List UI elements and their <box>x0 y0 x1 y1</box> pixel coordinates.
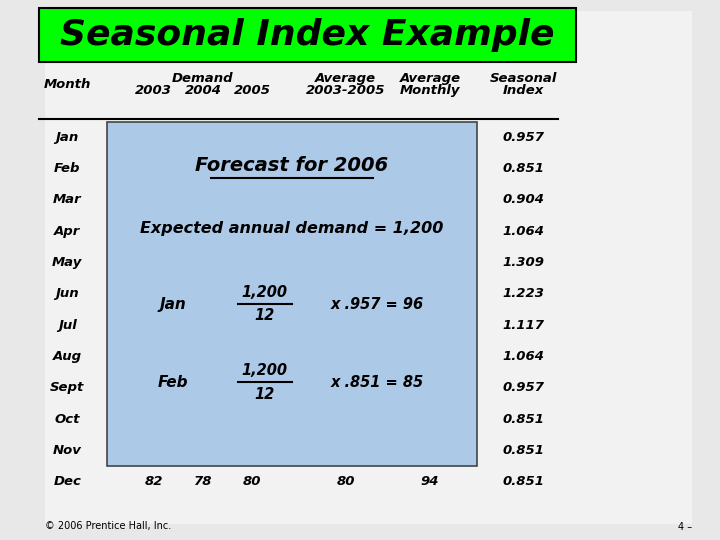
Text: 78: 78 <box>194 475 212 488</box>
Text: 80: 80 <box>336 475 355 488</box>
Text: 2005: 2005 <box>234 84 271 97</box>
Text: Dec: Dec <box>53 475 81 488</box>
Text: 0.904: 0.904 <box>502 193 544 206</box>
Text: 2004: 2004 <box>184 84 222 97</box>
Text: Jun: Jun <box>55 287 79 300</box>
Text: 0.957: 0.957 <box>502 131 544 144</box>
Text: Index: Index <box>503 84 544 97</box>
Bar <box>39 8 576 62</box>
Text: Apr: Apr <box>54 225 81 238</box>
Text: 12: 12 <box>255 387 275 402</box>
Text: 0.851: 0.851 <box>502 475 544 488</box>
Text: 1.064: 1.064 <box>502 350 544 363</box>
Text: Aug: Aug <box>53 350 82 363</box>
Text: Month: Month <box>43 78 91 91</box>
Text: 1.117: 1.117 <box>502 319 544 332</box>
Text: © 2006 Prentice Hall, Inc.: © 2006 Prentice Hall, Inc. <box>45 522 171 531</box>
Text: Seasonal Index Example: Seasonal Index Example <box>60 18 554 52</box>
Text: 2003: 2003 <box>135 84 172 97</box>
Text: May: May <box>52 256 82 269</box>
Text: 0.851: 0.851 <box>502 162 544 175</box>
Text: 82: 82 <box>145 475 163 488</box>
Text: x .957 = 96: x .957 = 96 <box>331 296 424 312</box>
Text: 0.851: 0.851 <box>502 413 544 426</box>
Text: Average: Average <box>400 72 461 85</box>
Text: 80: 80 <box>243 475 261 488</box>
Text: Forecast for 2006: Forecast for 2006 <box>195 156 389 176</box>
Text: Sept: Sept <box>50 381 84 394</box>
Text: 1,200: 1,200 <box>242 363 288 378</box>
Text: Demand: Demand <box>172 72 234 85</box>
Text: Nov: Nov <box>53 444 81 457</box>
Text: 0.851: 0.851 <box>502 444 544 457</box>
Text: Feb: Feb <box>54 162 81 175</box>
Text: Oct: Oct <box>55 413 80 426</box>
Text: 2003-2005: 2003-2005 <box>306 84 385 97</box>
Text: 1.223: 1.223 <box>502 287 544 300</box>
Bar <box>107 122 477 466</box>
Text: Jan: Jan <box>55 131 78 144</box>
Text: 1.064: 1.064 <box>502 225 544 238</box>
Text: Feb: Feb <box>158 375 189 390</box>
Text: Expected annual demand = 1,200: Expected annual demand = 1,200 <box>140 221 444 236</box>
Text: 1,200: 1,200 <box>242 285 288 300</box>
Text: 12: 12 <box>255 308 275 323</box>
Text: Jul: Jul <box>58 319 76 332</box>
Text: Average: Average <box>315 72 377 85</box>
Text: Monthly: Monthly <box>400 84 460 97</box>
Text: x .851 = 85: x .851 = 85 <box>331 375 424 390</box>
Text: Seasonal: Seasonal <box>490 72 557 85</box>
Text: 4 –: 4 – <box>678 522 692 531</box>
Text: 94: 94 <box>421 475 439 488</box>
Text: Mar: Mar <box>53 193 81 206</box>
Text: 0.957: 0.957 <box>502 381 544 394</box>
Text: 1.309: 1.309 <box>502 256 544 269</box>
Text: Jan: Jan <box>160 296 186 312</box>
